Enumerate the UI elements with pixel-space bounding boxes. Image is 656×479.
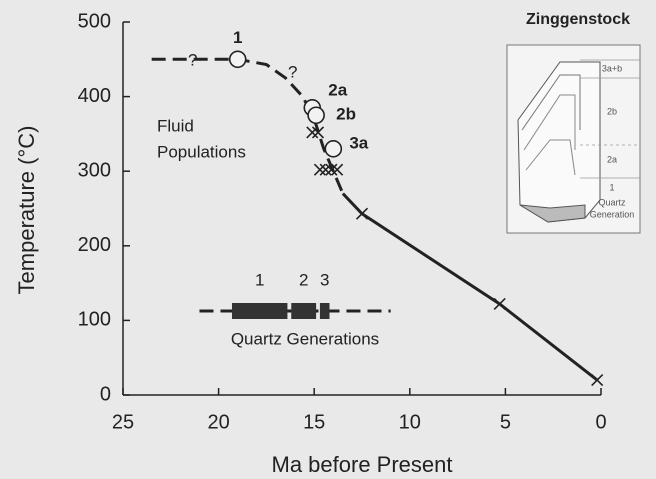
fluid-label: 1	[233, 28, 242, 47]
cross	[331, 163, 344, 176]
cross	[311, 126, 325, 139]
trend-line	[341, 192, 599, 382]
quartz-label: 1	[255, 270, 264, 289]
quartz-label: 2	[299, 270, 308, 289]
crystal-base	[519, 204, 586, 223]
fluid-population	[307, 106, 325, 125]
y-axis-label: Temperature (°C)	[14, 126, 39, 295]
crystal-zone	[521, 74, 581, 131]
y-tick-label: 200	[78, 234, 111, 256]
y-tick-label: 100	[78, 309, 111, 331]
x-tick-label: 15	[303, 411, 325, 433]
x-tick-label: 20	[207, 411, 229, 433]
fluid-population	[324, 140, 343, 158]
crystal-zone	[523, 94, 576, 151]
cross	[313, 163, 327, 176]
fluid-label: 3a	[349, 133, 368, 152]
cross	[319, 163, 332, 176]
y-tick-label: 500	[78, 10, 111, 32]
inset-label: 3a+b	[602, 63, 622, 73]
x-tick-label: 10	[399, 411, 421, 433]
question-mark: ?	[288, 62, 297, 81]
inset-label: Generation	[590, 209, 635, 219]
inset-label: 2a	[607, 154, 617, 164]
inset-label: 1	[609, 182, 614, 192]
quartz-bar	[291, 303, 317, 319]
quartz-bar	[231, 303, 288, 319]
x-tick-label: 25	[112, 411, 134, 433]
fluid-label: 2a	[328, 80, 347, 99]
crystal-zone	[525, 139, 576, 176]
inset-title: Zinggenstock	[526, 11, 630, 28]
quartz-title: Quartz Generations	[231, 329, 379, 348]
annotation: Fluid	[157, 116, 194, 135]
zone-lines	[580, 59, 640, 179]
inset: Zinggenstock 3a+b 2b 2a 1 Quartz Generat…	[506, 11, 641, 234]
x-tick-label: 0	[595, 411, 606, 433]
cross	[493, 297, 506, 311]
inset-label: 2b	[607, 106, 617, 116]
inset-label: Quartz	[598, 197, 626, 207]
annotation: Populations	[157, 142, 246, 161]
fluid-label: 2b	[336, 105, 356, 124]
y-tick-label: 400	[78, 85, 111, 107]
cross	[306, 126, 319, 139]
quartz-bar	[319, 303, 330, 319]
cross	[355, 207, 369, 220]
fluid-population	[228, 50, 247, 69]
x-axis-label: Ma before Present	[272, 452, 453, 477]
quartz-label: 3	[320, 270, 329, 289]
cross	[591, 374, 604, 387]
cross	[325, 163, 338, 176]
x-tick-label: 5	[500, 411, 511, 433]
y-tick-label: 0	[100, 383, 111, 405]
question-mark: ?	[188, 50, 197, 69]
y-tick-label: 300	[78, 159, 111, 181]
